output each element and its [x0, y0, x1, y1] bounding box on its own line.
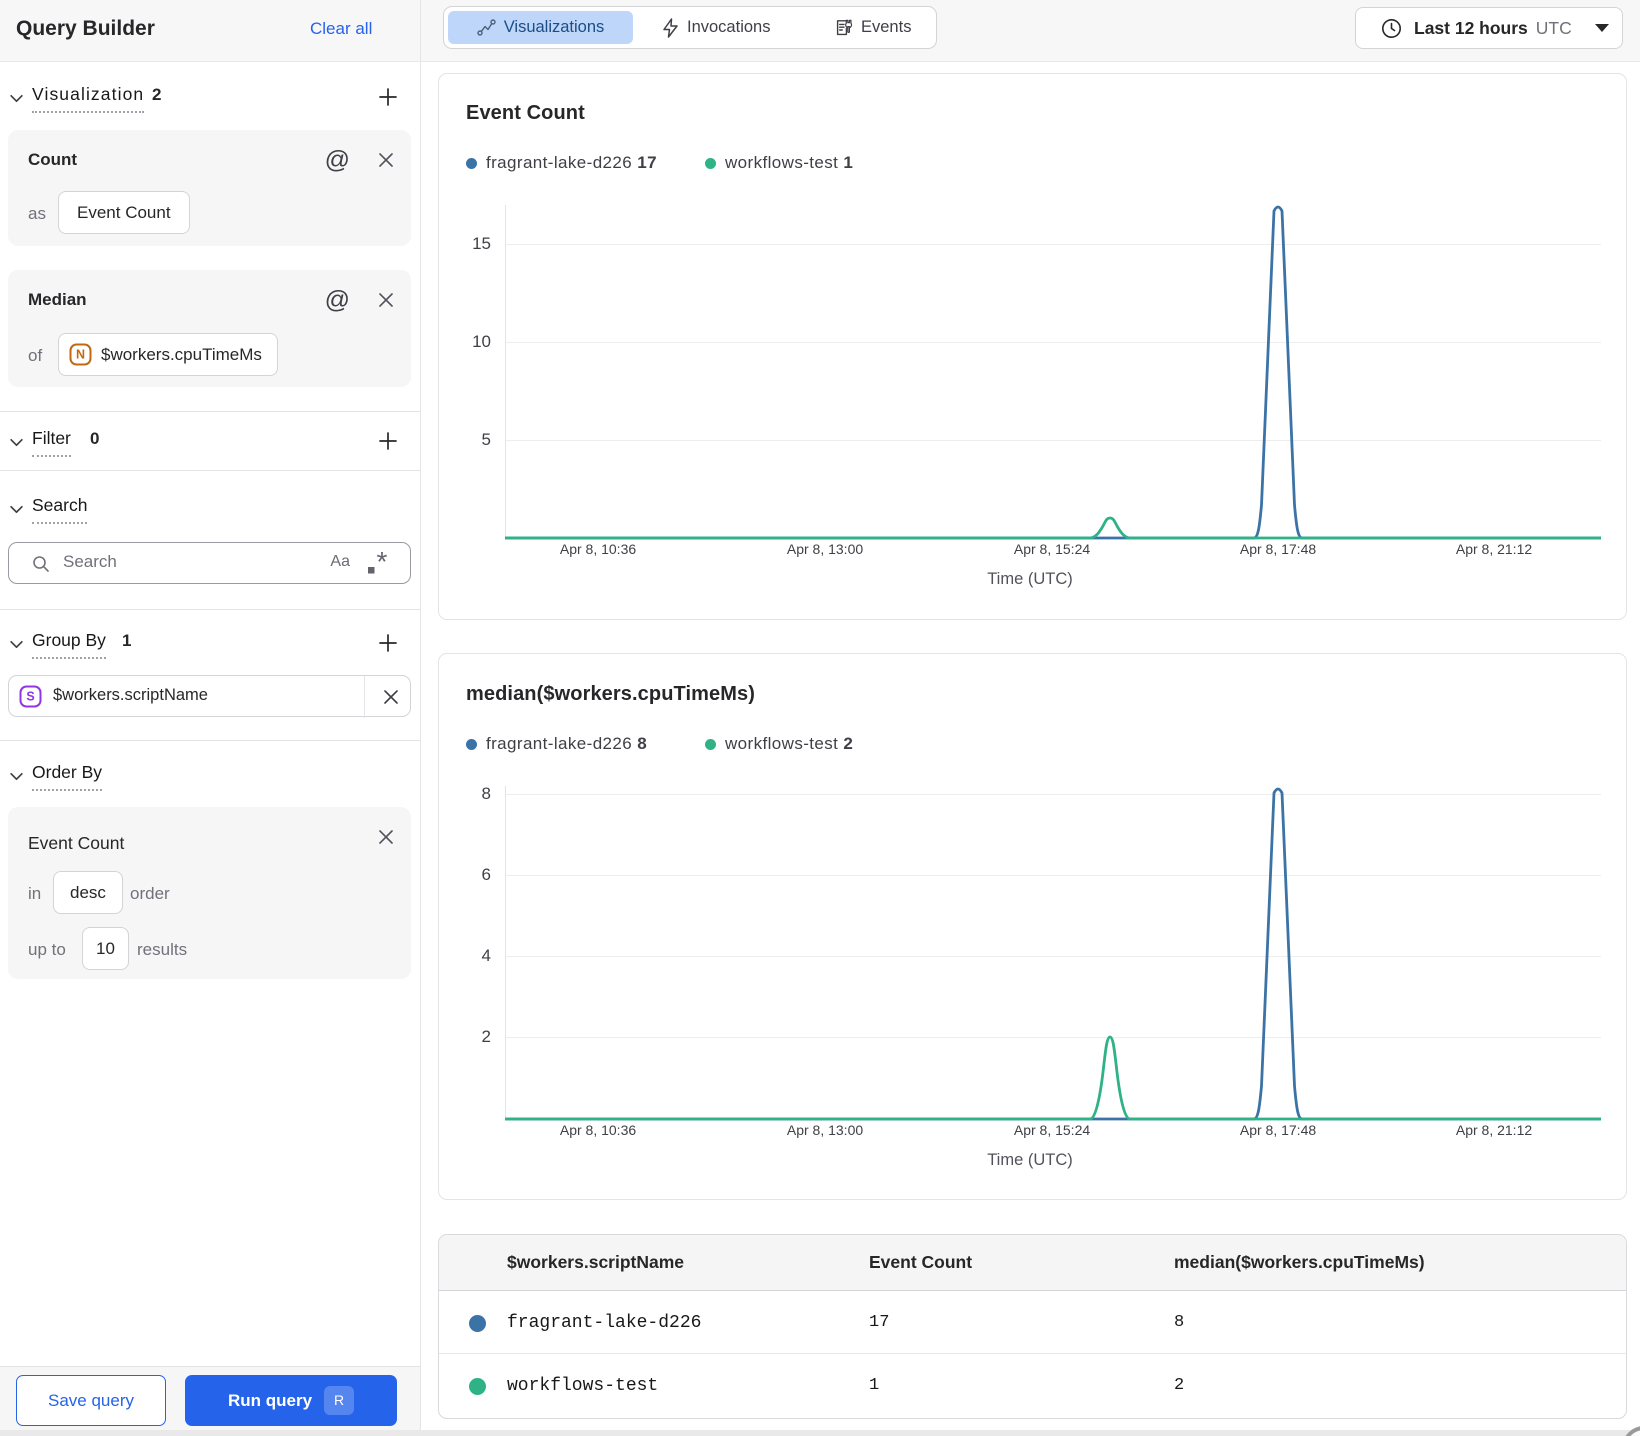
svg-text:S: S — [26, 690, 34, 704]
svg-text:N: N — [76, 348, 85, 362]
svg-text:*: * — [377, 551, 388, 577]
